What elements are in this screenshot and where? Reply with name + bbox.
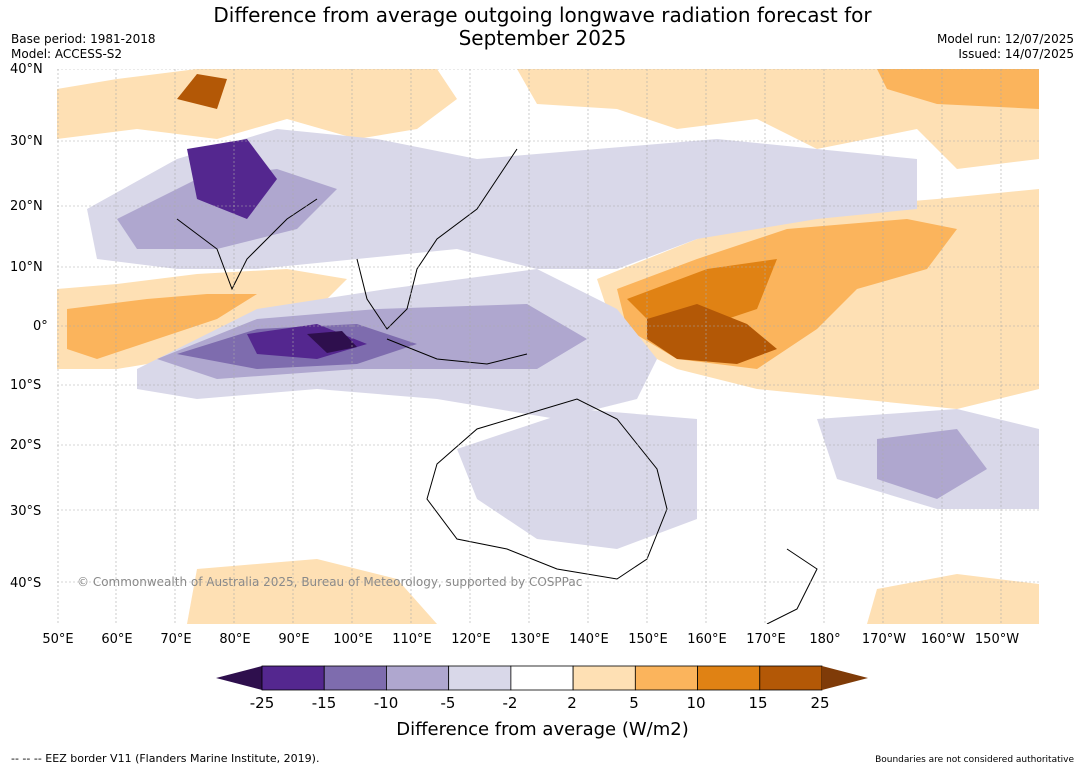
se-asia-coast [356,148,518,330]
colorbar-max-arrow [822,666,868,690]
colorbar-segment [697,665,761,691]
lat-label: 30°S [10,504,42,519]
lon-label: 150°W [974,632,1020,647]
new-zealand-coast [766,548,818,624]
issued-date: Issued: 14/07/2025 [958,47,1074,61]
lon-label: 140°E [569,632,609,647]
map-title-line2: September 2025 [458,26,627,50]
colorbar-segment [386,665,450,691]
lon-label: 130°E [510,632,550,647]
meta-left: Base period: 1981-2018 Model: ACCESS-S2 [11,32,156,62]
colorbar-tick: -15 [311,694,337,712]
lon-label: 100°E [333,632,373,647]
eez-border-note: -- -- -- EEZ border V11 (Flanders Marine… [11,752,320,765]
colorbar-tick: 25 [810,694,830,712]
lon-label: 170°E [746,632,786,647]
anomaly-map-svg [57,69,1039,624]
colorbar-tick: 15 [748,694,768,712]
lat-label: 40°N [10,62,43,77]
colorbar-segment [510,665,574,691]
map-title-line1: Difference from average outgoing longwav… [213,3,872,27]
australia-coast [426,398,668,580]
lon-label: 50°E [42,632,74,647]
meridians [57,69,1002,624]
boundaries-disclaimer: Boundaries are not considered authoritat… [875,755,1074,765]
colorbar-min-arrow [216,666,262,690]
colorbar-tick: -25 [249,694,275,712]
lat-label: 30°N [10,134,43,149]
anomaly-map [57,69,1039,624]
lon-label: 180° [809,632,841,647]
colorbar-tick: -5 [440,694,456,712]
colorbar-tick: -2 [502,694,518,712]
lon-label: 150°E [628,632,668,647]
meta-right: Model run: 12/07/2025 Issued: 14/07/2025 [937,32,1074,62]
indonesia-coast [386,338,528,365]
model-run: Model run: 12/07/2025 [936,32,1074,46]
colorbar-tick: 10 [686,694,706,712]
lon-label: 110°E [392,632,432,647]
lon-label: 70°E [160,632,192,647]
colorbar-tick: -10 [373,694,399,712]
lat-label: 20°S [10,438,42,453]
colorbar-segment [759,665,823,691]
positive-anomaly-areas [57,69,1039,624]
colorbar-segment [572,665,636,691]
model-name: Model: ACCESS-S2 [11,47,123,61]
lat-label: 0° [33,319,48,334]
lon-label: 170°W [861,632,907,647]
india-coast [176,198,318,291]
lon-label: 160°W [920,632,966,647]
map-title: Difference from average outgoing longwav… [0,4,1085,50]
negative-anomaly-areas [87,129,1039,549]
lon-label: 160°E [687,632,727,647]
colorbar-title: Difference from average (W/m2) [396,719,689,740]
lon-label: 120°E [451,632,491,647]
lat-label: 10°N [10,260,43,275]
lat-label: 10°S [10,378,42,393]
lon-label: 90°E [278,632,310,647]
lon-label: 80°E [219,632,251,647]
lat-label: 20°N [10,199,43,214]
base-period: Base period: 1981-2018 [11,32,156,46]
colorbar-segments [261,665,823,691]
colorbar-tick: 5 [629,694,639,712]
lon-label: 60°E [101,632,133,647]
lat-label: 40°S [10,576,42,591]
colorbar-segment [261,665,325,691]
copyright-notice: © Commonwealth of Australia 2025, Bureau… [77,575,583,589]
colorbar [216,665,868,691]
colorbar-segment [323,665,387,691]
colorbar-segment [448,665,512,691]
coastlines [176,148,818,624]
colorbar-segment [634,665,698,691]
colorbar-tick: 2 [567,694,577,712]
